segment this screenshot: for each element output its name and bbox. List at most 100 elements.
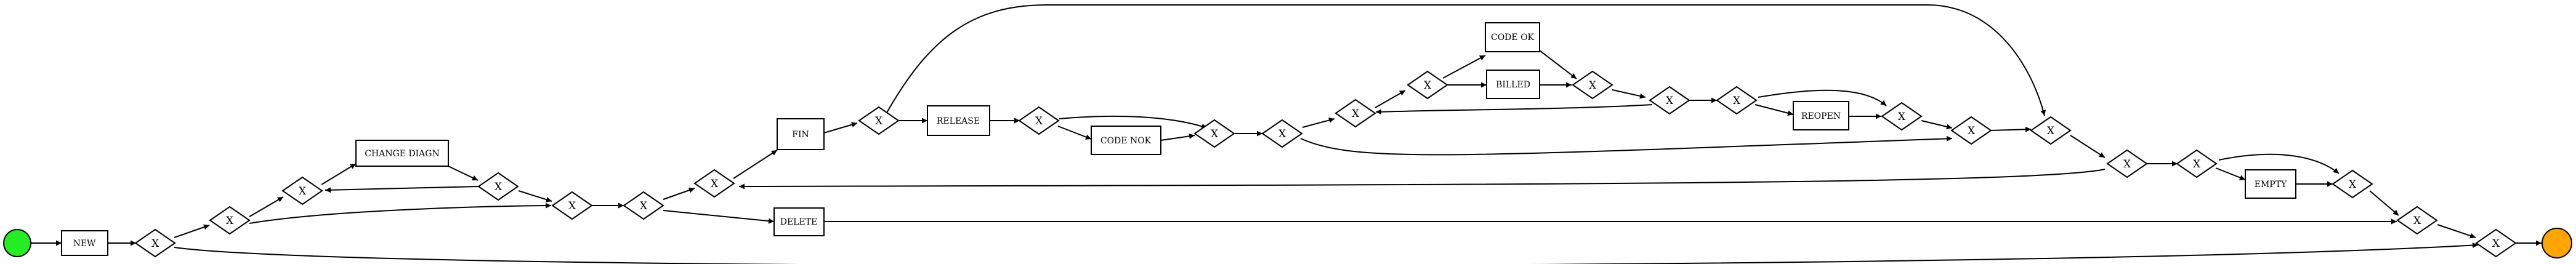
flow-edges — [30, 4, 2542, 264]
activity-release: RELEASE — [927, 105, 990, 136]
edge-g20-g7 — [738, 169, 2106, 190]
edge-g2-g3 — [249, 196, 284, 217]
edge-g11-g12 — [1302, 117, 1335, 128]
edge-code-ok-g14 — [1539, 50, 1577, 79]
activities: NEW CHANGE DIAGN FIN RELEASE DELETE CODE… — [61, 22, 2296, 256]
gateway-g11: X — [1261, 119, 1303, 148]
gateway-g13: X — [1407, 70, 1448, 100]
gateway-diamond — [1950, 116, 1992, 145]
edge-fin-g8 — [823, 122, 858, 134]
edge-g3-change-diagn — [321, 163, 357, 185]
activity-delete: DELETE — [773, 207, 825, 236]
start-event — [3, 229, 31, 257]
edge-g14-g15 — [1612, 89, 1646, 99]
edge-g17-g18 — [1921, 120, 1953, 130]
gateway-diamond — [1261, 119, 1303, 148]
edge-g9-code-nok — [1057, 126, 1092, 140]
gateway-label: X — [2413, 215, 2421, 227]
gateway-g21: X — [2176, 149, 2218, 178]
gateway-g10: X — [1193, 119, 1235, 148]
gateway-g18: X — [1950, 116, 1992, 145]
edge-g13-code-ok — [1442, 55, 1486, 79]
gateway-label: X — [2193, 158, 2201, 170]
edge-g4-g5 — [518, 190, 552, 202]
gateway-diamond — [209, 206, 251, 235]
edge-g11-g19 — [1300, 135, 1953, 156]
gateway-diamond — [1334, 98, 1376, 128]
gateway-diamond — [2030, 116, 2072, 145]
edge-code-nok-g10 — [1160, 133, 1195, 141]
edge-g1-g23 — [174, 242, 2479, 264]
gateway-diamond — [1572, 70, 1613, 100]
gateway-diamond — [693, 169, 735, 198]
gateway-diamond — [1407, 70, 1448, 100]
gateway-diamond — [1716, 86, 1758, 115]
gateway-label: X — [2492, 238, 2500, 250]
edge-g12-g13 — [1375, 90, 1406, 108]
gateway-g16: X — [1716, 86, 1758, 115]
edge-change-diagn-g4 — [448, 166, 478, 181]
activity-release-label: RELEASE — [937, 116, 980, 126]
activity-fin: FIN — [777, 118, 825, 150]
gateway-label: X — [1898, 111, 1906, 123]
gateway-g3: X — [281, 176, 323, 206]
gateway-g8: X — [858, 106, 900, 135]
gateway-g20: X — [2106, 149, 2148, 178]
gateway-g15: X — [1649, 86, 1690, 115]
activity-new-label: NEW — [73, 239, 96, 249]
gateway-g6: X — [623, 191, 664, 220]
edge-g6-g7 — [663, 187, 695, 200]
activity-fin-label: FIN — [792, 130, 809, 140]
gateway-g1: X — [134, 228, 176, 258]
gateway-diamond — [477, 172, 519, 201]
gateway-label: X — [640, 200, 648, 212]
gateway-label: X — [1666, 95, 1674, 107]
edge-g15-g12 — [1375, 104, 1653, 115]
gateway-label: X — [2123, 158, 2131, 170]
gateway-g12: X — [1334, 98, 1376, 128]
gateway-label: X — [875, 115, 883, 127]
edge-g8-g20 — [886, 4, 2046, 116]
edge-g19-g20 — [2070, 135, 2106, 158]
edge-g18-g19 — [1990, 126, 2032, 132]
gateway-g9: X — [1018, 106, 1060, 135]
edge-g16-g17 — [1758, 89, 1887, 106]
gateway-g19: X — [2030, 116, 2072, 145]
gateway-g2: X — [209, 206, 251, 235]
activity-empty-label: EMPTY — [2255, 180, 2287, 190]
gateway-label: X — [1968, 125, 1976, 137]
edge-g7-fin — [733, 150, 778, 179]
gateways: X X X X X X X X X X X X X X X X X X X X X X X X — [134, 70, 2517, 258]
activity-empty: EMPTY — [2245, 169, 2296, 199]
activity-reopen-label: REOPEN — [1801, 111, 1841, 121]
gateway-label: X — [1211, 128, 1219, 140]
activity-billed: BILLED — [1486, 70, 1540, 99]
gateway-g7: X — [693, 169, 735, 198]
gateway-label: X — [1035, 115, 1043, 127]
gateway-label: X — [495, 181, 503, 193]
gateway-g23: X — [2396, 206, 2438, 235]
gateway-diamond — [2396, 206, 2438, 235]
gateway-label: X — [1352, 108, 1360, 120]
edge-g1-g2 — [174, 224, 210, 238]
edge-g21-g22 — [2218, 153, 2340, 174]
edge-g21-empty — [2215, 167, 2246, 180]
edge-g16-reopen — [1754, 104, 1794, 116]
gateway-label: X — [1733, 95, 1741, 107]
gateway-label: X — [711, 178, 719, 190]
activity-change-diagn: CHANGE DIAGN — [355, 140, 449, 167]
gateway-label: X — [226, 215, 234, 227]
activity-change-diagn-label: CHANGE DIAGN — [365, 149, 439, 159]
end-event — [2542, 228, 2572, 258]
gateway-diamond — [1193, 119, 1235, 148]
gateway-g24: X — [2475, 228, 2517, 258]
activity-code-nok: CODE NOK — [1091, 126, 1161, 155]
edge-g9-g10 — [1059, 115, 1208, 129]
gateway-g17: X — [1881, 102, 1923, 131]
gateway-diamond — [1018, 106, 1060, 135]
gateway-diamond — [1649, 86, 1690, 115]
activity-new: NEW — [61, 230, 108, 256]
gateway-label: X — [1424, 79, 1432, 92]
gateway-label: X — [568, 200, 576, 212]
